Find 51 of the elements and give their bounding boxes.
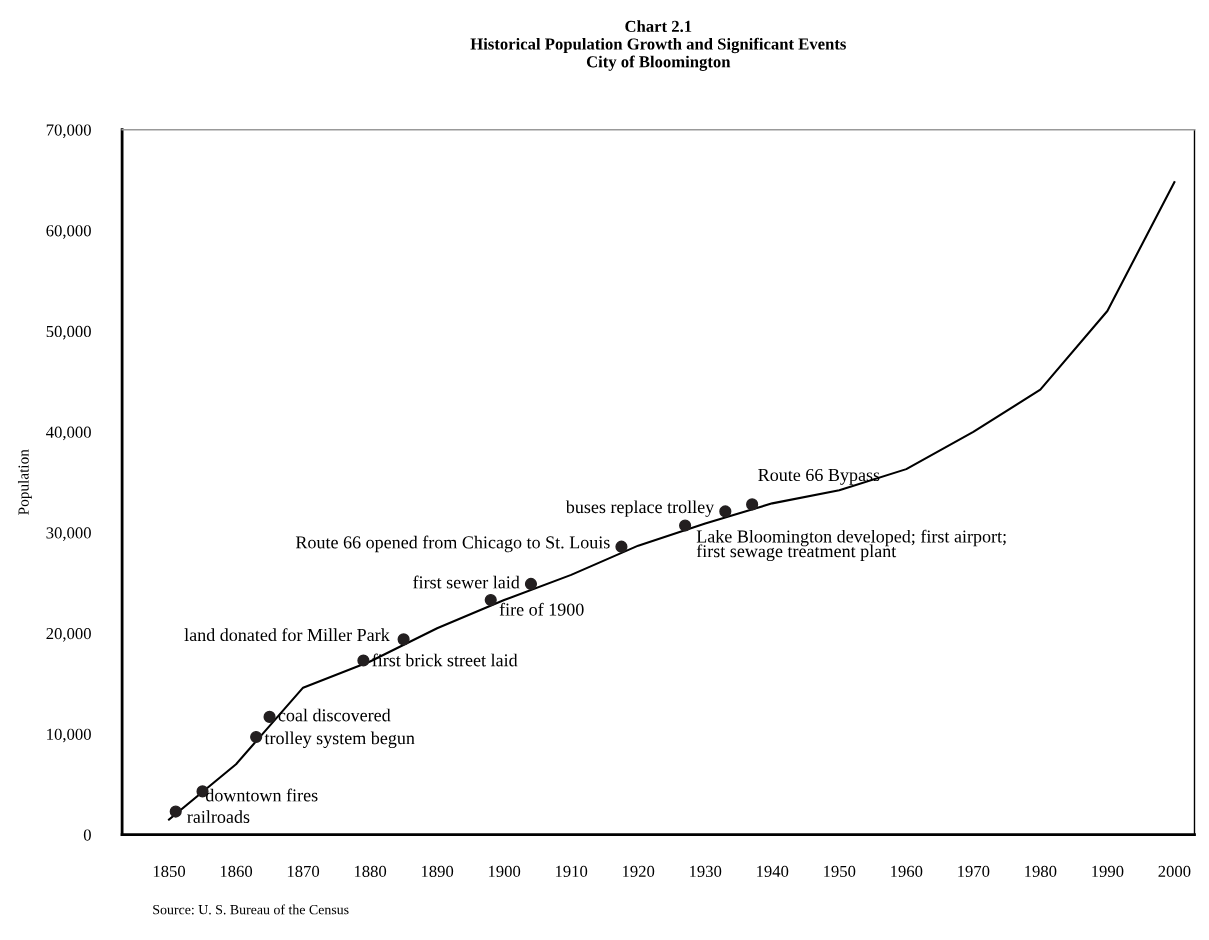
annotation: first brick street laid	[372, 653, 518, 667]
point	[397, 633, 410, 646]
point	[263, 710, 276, 723]
y-tick-label: 10,000	[47, 728, 91, 743]
x-tick-label: 1920	[622, 865, 655, 877]
annotation: Route 66 Bypass	[758, 468, 880, 485]
y-tick-label: 50,000	[46, 325, 91, 340]
point	[679, 519, 692, 532]
x-tick-label: 1900	[488, 865, 521, 877]
x-tick-label: 1960	[891, 865, 923, 877]
x-tick-label: 1990	[1092, 865, 1124, 877]
annotation: buses replace trolley	[565, 500, 715, 517]
annotation: trolley system begun	[264, 731, 415, 749]
point	[524, 577, 538, 591]
x-tick-label: 1850	[153, 865, 186, 877]
annotation: Lake Bloomington developed; first airport; first sewage treatment plant	[696, 529, 1006, 561]
y-tick-label: 0	[83, 829, 91, 841]
point	[746, 498, 759, 511]
annotation: first sewer laid	[413, 575, 520, 589]
x-tick-label: 1980	[1025, 865, 1057, 877]
annotation: downtown fires	[205, 788, 318, 802]
point	[719, 505, 732, 518]
y-axis-title: Population	[17, 449, 32, 515]
y-tick-label: 40,000	[46, 426, 91, 441]
x-tick-label: 1870	[287, 865, 320, 877]
point	[615, 540, 628, 553]
y-tick-label: 70,000	[46, 124, 91, 139]
x-tick-label: 1930	[690, 865, 722, 877]
x-tick-label: 2000	[1158, 865, 1191, 877]
point	[250, 730, 263, 744]
chart-title: Chart 2.1 Historical Population Growth and Significant Events City of Bloomington	[470, 20, 846, 71]
x-tick-label: 1970	[958, 865, 990, 877]
x-tick-label: 1860	[220, 865, 253, 877]
point	[357, 654, 370, 667]
y-tick-label: 30,000	[46, 527, 91, 541]
x-tick-label: 1910	[555, 865, 588, 877]
x-tick-label: 1880	[354, 865, 387, 877]
annotation: land donated for Miller Park	[184, 628, 390, 642]
source-note: Source: U. S. Bureau of the Census	[153, 904, 349, 915]
y-tick-label: 20,000	[46, 627, 91, 642]
point	[169, 805, 182, 818]
point	[484, 593, 497, 607]
line-series	[167, 181, 1176, 821]
annotation: fire of 1900	[499, 602, 584, 616]
annotation: railroads	[187, 810, 250, 824]
annotation: coal discovered	[278, 708, 391, 722]
x-tick-label: 1940	[757, 865, 789, 877]
x-tick-label: 1950	[824, 865, 856, 877]
x-tick-label: 1890	[421, 865, 454, 877]
y-tick-label: 60,000	[46, 225, 91, 239]
annotation: Route 66 opened from Chicago to St. Louis	[295, 535, 610, 553]
